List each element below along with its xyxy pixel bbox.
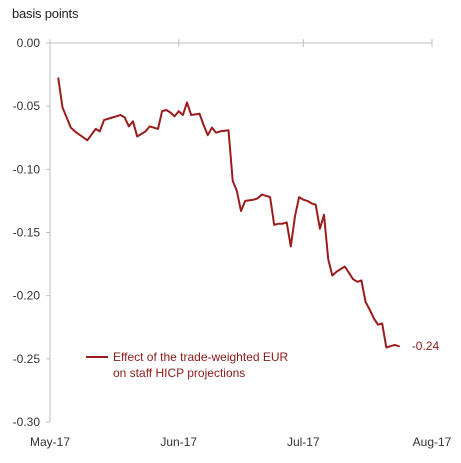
y-tick-label: 0.00 xyxy=(17,36,41,50)
x-tick-label: Jun-17 xyxy=(160,435,197,449)
x-tick-label: Aug-17 xyxy=(413,435,452,449)
y-axis-unit-label: basis points xyxy=(12,6,79,21)
y-tick-label: -0.20 xyxy=(13,289,41,303)
y-axis: 0.00 -0.05 -0.10 -0.15 -0.20 -0.25 -0.30 xyxy=(13,36,51,429)
legend-label: Effect of the trade-weighted EUR xyxy=(113,350,289,364)
x-axis: May-17 Jun-17 Jul-17 Aug-17 xyxy=(30,39,452,449)
series-line xyxy=(57,77,400,349)
x-tick-label: May-17 xyxy=(30,435,70,449)
y-tick-label: -0.10 xyxy=(13,162,41,176)
end-value-label: -0.24 xyxy=(412,339,440,353)
x-tick-label: Jul-17 xyxy=(287,435,320,449)
y-tick-label: -0.05 xyxy=(13,99,41,113)
legend-label: on staff HICP projections xyxy=(113,366,245,380)
y-tick-label: -0.25 xyxy=(13,352,41,366)
legend: Effect of the trade-weighted EUR on staff… xyxy=(86,350,289,380)
series-layer: -0.24 xyxy=(57,77,440,353)
y-tick-label: -0.30 xyxy=(13,415,41,429)
y-tick-label: -0.15 xyxy=(13,226,41,240)
